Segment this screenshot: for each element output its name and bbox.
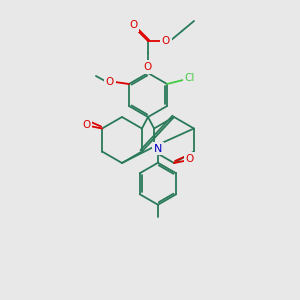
Text: O: O [186, 154, 194, 164]
Text: O: O [129, 20, 137, 30]
Text: Cl: Cl [185, 73, 195, 83]
Text: O: O [144, 62, 152, 72]
Text: O: O [82, 119, 90, 130]
Text: O: O [162, 36, 170, 46]
Text: O: O [106, 77, 114, 87]
Text: N: N [154, 144, 162, 154]
